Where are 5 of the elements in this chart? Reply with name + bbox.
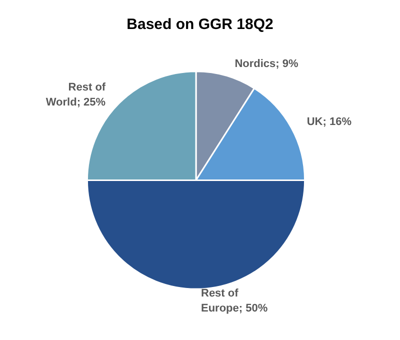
slice-label: Rest of World; 25% (46, 81, 106, 108)
slice-label: Nordics; 9% (234, 58, 298, 70)
chart-title: Based on GGR 18Q2 (126, 16, 274, 33)
slice-label: UK; 16% (306, 116, 352, 128)
slice-label: Rest of Europe; 50% (201, 288, 268, 314)
